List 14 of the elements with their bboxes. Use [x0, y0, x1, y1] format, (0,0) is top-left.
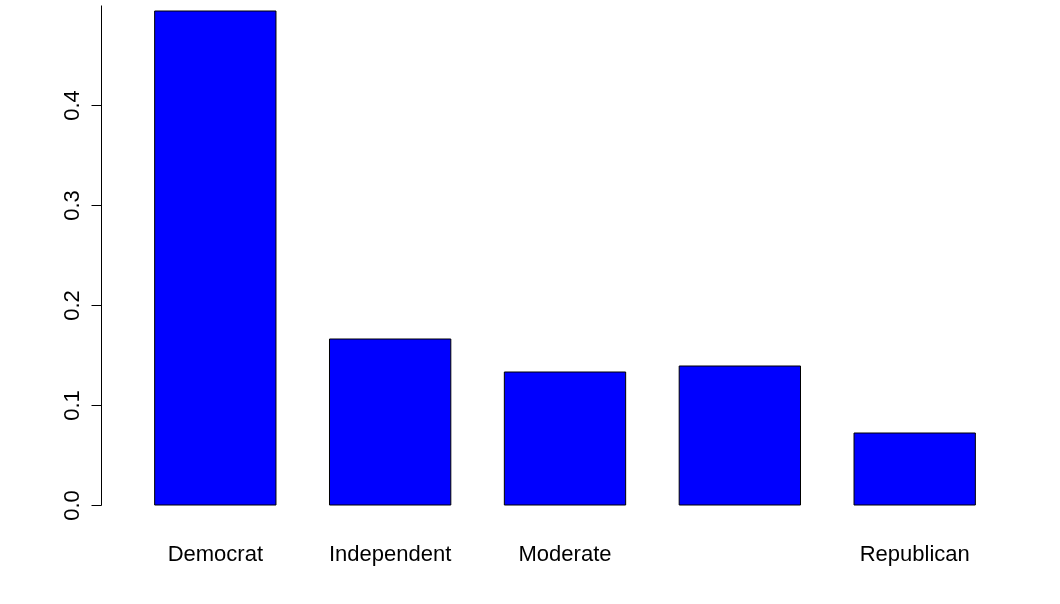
x-tick-label: Democrat: [167, 540, 263, 566]
y-tick-label: 0.2: [58, 290, 84, 321]
bar: [678, 365, 802, 506]
bar: [853, 432, 976, 506]
x-tick-label: Republican: [859, 540, 970, 566]
y-tick-label: 0.0: [58, 490, 84, 521]
y-tick-label: 0.1: [58, 390, 84, 421]
bar: [154, 10, 277, 506]
bar: [503, 371, 627, 506]
bar: [328, 338, 452, 506]
x-tick-label: Independent: [328, 540, 452, 566]
y-tick-label: 0.4: [58, 90, 84, 121]
y-tick-label: 0.3: [58, 190, 84, 221]
x-tick-label: Moderate: [518, 540, 612, 566]
